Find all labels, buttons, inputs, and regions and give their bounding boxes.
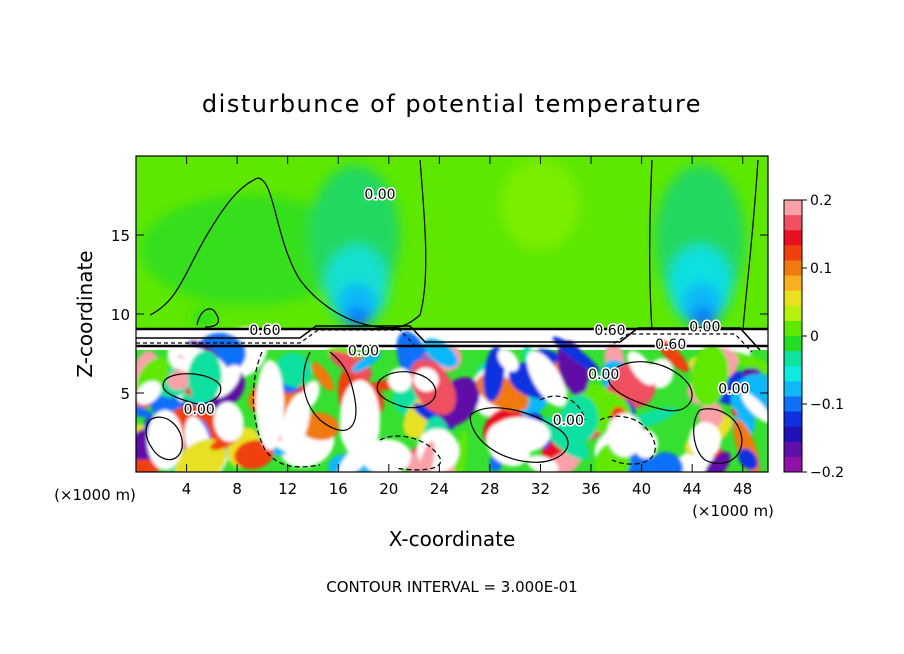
contour-labels: 0.000.600.000.60 0.000.600.000.000.000.00 — [182, 185, 751, 430]
contour-label: 0.00 — [364, 187, 395, 203]
plot-area: 0.000.600.000.60 0.000.600.000.000.000.00 — [136, 156, 768, 472]
field-blob — [657, 339, 689, 373]
field-blob — [606, 384, 631, 404]
field-blob — [453, 429, 468, 472]
x-tick-label: 44 — [683, 480, 702, 498]
field-blob — [724, 350, 768, 374]
field-blob — [497, 348, 519, 372]
field-blob — [690, 345, 729, 406]
field-core — [607, 413, 643, 457]
colorbar-swatch — [784, 320, 802, 337]
field-blob — [275, 352, 312, 388]
colorbar-tick-label: 0.1 — [810, 261, 832, 277]
x-tick-label: 24 — [430, 480, 449, 498]
colorbar-tick-label: 0 — [810, 329, 819, 345]
contour-label: 0.60 — [594, 323, 625, 339]
contour-label: 0.60 — [655, 337, 686, 353]
x-tick-label: 8 — [232, 480, 242, 498]
contour-label: 0.00 — [184, 402, 215, 418]
colorbar-ticks: 0.2 0.1 0 −0.1 −0.2 — [802, 193, 844, 481]
field-blob — [560, 395, 598, 444]
colorbar-swatch — [784, 351, 802, 367]
colorbar-swatch — [784, 441, 802, 458]
x-tick-label: 32 — [531, 480, 550, 498]
colorbar-tick-label: −0.1 — [810, 397, 844, 413]
colorbar-swatch — [784, 245, 802, 261]
x-tick-label: 12 — [278, 480, 297, 498]
colorbar-swatch — [784, 260, 802, 277]
field-blob — [541, 417, 590, 460]
field-blob — [741, 392, 768, 423]
field-blob — [280, 392, 311, 454]
field-blob — [187, 350, 222, 403]
colorbar-swatch — [784, 456, 802, 473]
field-blob — [413, 367, 439, 392]
field-core — [388, 368, 412, 392]
colorbar-swatch — [784, 305, 802, 322]
field-blob — [212, 364, 241, 398]
y-tick-label: 5 — [120, 385, 130, 403]
x-axis-label: X-coordinate — [389, 527, 516, 551]
colorbar-swatch — [784, 336, 802, 352]
field-core — [490, 417, 550, 453]
contour-label: 0.60 — [249, 323, 280, 339]
field-blob — [730, 373, 768, 419]
upper-field-structure — [140, 160, 745, 328]
y-tick-label: 10 — [111, 306, 130, 324]
field-blob — [627, 350, 656, 386]
field-core — [256, 360, 284, 450]
colorbar-swatch — [784, 366, 802, 382]
y-tick-label: 15 — [111, 227, 130, 245]
x-tick-label: 48 — [733, 480, 752, 498]
field-blob — [418, 440, 435, 472]
colorbar-swatch — [784, 290, 802, 307]
field-core — [147, 410, 183, 470]
contour-label: 0.00 — [588, 367, 619, 383]
colorbar-swatch — [784, 381, 802, 397]
field-core — [340, 380, 380, 460]
field-blob — [329, 350, 373, 379]
contour-label: 0.00 — [689, 320, 720, 336]
x-tick-label: 20 — [379, 480, 398, 498]
field-blob — [213, 401, 244, 442]
field-blob — [136, 459, 161, 472]
field-blob — [351, 351, 381, 373]
contour-label: 0.00 — [348, 343, 379, 359]
inversion-band — [136, 328, 768, 350]
contour-label: 0.00 — [718, 381, 749, 397]
field-blob — [526, 350, 567, 407]
x-tick-label: 36 — [581, 480, 600, 498]
colorbar-swatch — [784, 396, 802, 413]
field-blob — [136, 380, 162, 405]
field-blob — [311, 362, 334, 392]
colorbar-tick-label: 0.2 — [810, 193, 832, 209]
colorbar-swatch — [784, 200, 802, 216]
colorbar-swatch — [784, 411, 802, 428]
field-blob — [167, 367, 195, 390]
x-unit-left: (×1000 m) — [54, 486, 136, 504]
chart-title: disturbunce of potential temperature — [202, 90, 702, 118]
x-tick-label: 28 — [480, 480, 499, 498]
contour-lines — [136, 159, 768, 471]
colorbar-swatch — [784, 426, 802, 443]
colorbar-tick-label: −0.2 — [810, 465, 844, 481]
field-blob — [651, 451, 684, 472]
x-unit-right: (×1000 m) — [692, 502, 774, 520]
x-tick-label: 16 — [329, 480, 348, 498]
x-tick-label: 4 — [182, 480, 192, 498]
field-blob — [175, 438, 227, 472]
turbulent-blobs — [136, 326, 768, 472]
colorbar-swatch — [784, 230, 802, 246]
colorbar-swatch — [784, 275, 802, 292]
x-axis: 4 8 12 16 20 24 28 32 36 40 44 48 — [182, 156, 752, 498]
y-axis: 5 10 15 — [111, 227, 768, 403]
x-tick-label: 40 — [632, 480, 651, 498]
contour-label: 0.00 — [553, 413, 584, 429]
contour-interval: CONTOUR INTERVAL = 3.000E-01 — [326, 578, 577, 596]
colorbar — [783, 199, 803, 473]
field-blob — [703, 451, 731, 472]
y-axis-label: Z-coordinate — [73, 250, 97, 377]
colorbar-swatch — [784, 215, 802, 231]
